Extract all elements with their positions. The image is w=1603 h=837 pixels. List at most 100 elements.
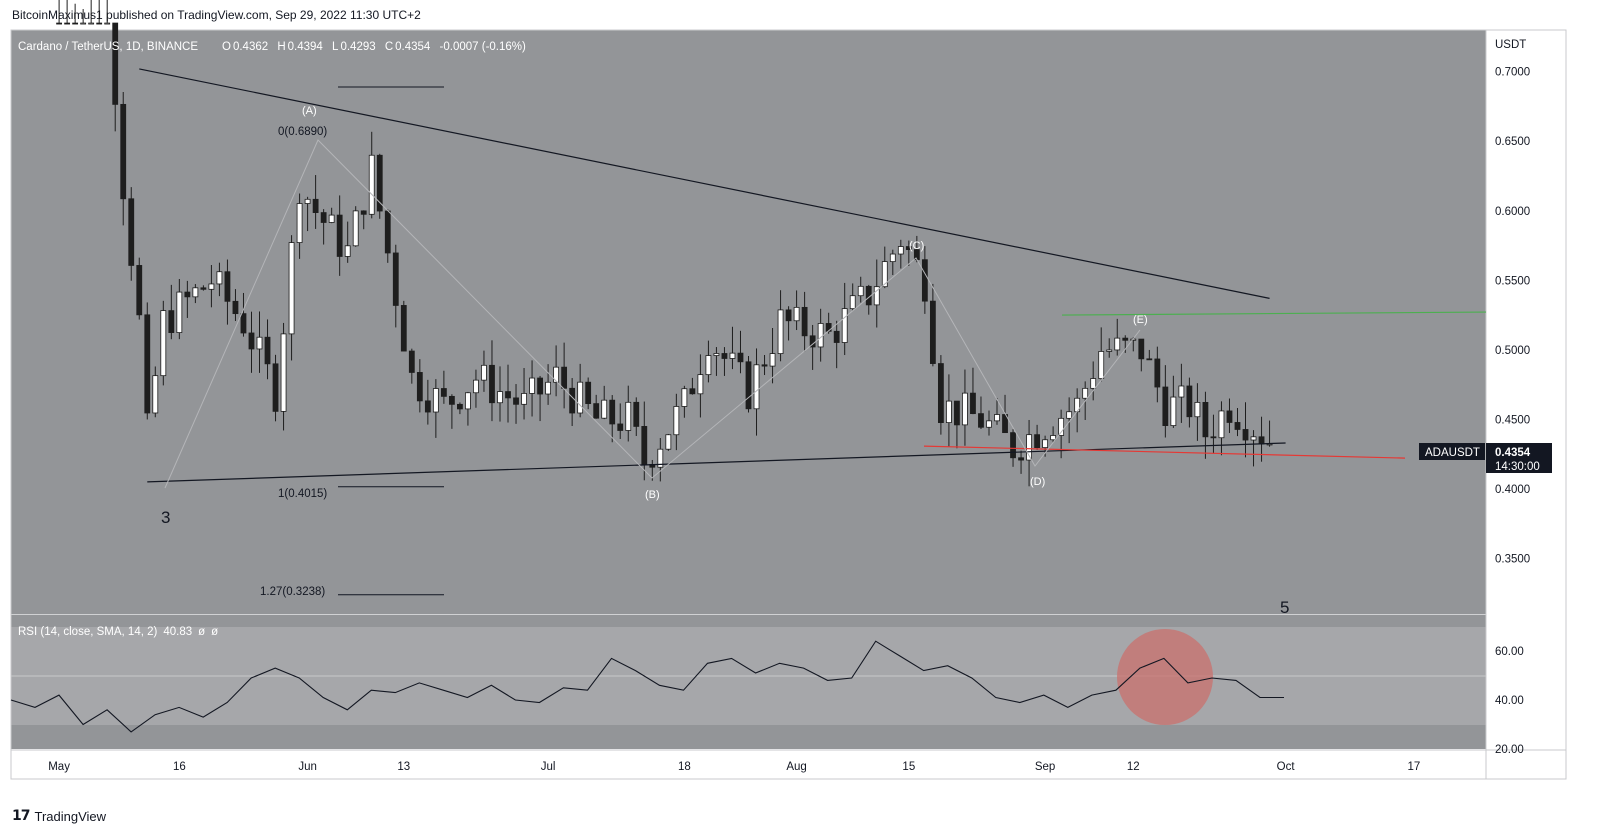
wave-label-c: (C) bbox=[909, 240, 924, 252]
candle-body bbox=[473, 379, 479, 394]
candle-body bbox=[689, 388, 696, 395]
wave-path bbox=[164, 139, 1141, 489]
price-tick-label: 0.4500 bbox=[1495, 414, 1530, 426]
price-axis-unit: USDT bbox=[1495, 39, 1526, 51]
candle-body bbox=[569, 387, 576, 414]
candle-body bbox=[360, 210, 367, 215]
time-axis-label: 13 bbox=[397, 761, 410, 773]
tradingview-logo-icon: 17 bbox=[12, 808, 31, 824]
price-pane[interactable] bbox=[11, 30, 1486, 614]
candle-body bbox=[192, 287, 199, 298]
candle-body bbox=[432, 388, 439, 413]
price-tick-label: 0.5000 bbox=[1495, 345, 1530, 357]
candle-body bbox=[457, 403, 463, 410]
candle-body bbox=[1242, 429, 1249, 441]
candle-body bbox=[793, 306, 800, 322]
candle-body bbox=[849, 295, 856, 310]
wave-label-d: (D) bbox=[1030, 476, 1045, 488]
candle-body bbox=[320, 212, 327, 223]
candle-body bbox=[1122, 337, 1129, 341]
candle-body bbox=[705, 355, 712, 376]
candle-body bbox=[537, 377, 543, 395]
candle-body bbox=[224, 271, 231, 302]
candle-body bbox=[593, 403, 600, 419]
candle-body bbox=[1114, 337, 1121, 351]
candle-body bbox=[681, 388, 688, 407]
candle-body bbox=[352, 210, 359, 247]
time-axis-label: Sep bbox=[1035, 761, 1055, 773]
triangle-upper-line bbox=[139, 68, 1270, 299]
time-axis-label: 18 bbox=[678, 761, 691, 773]
candle-body bbox=[673, 406, 680, 436]
candle-body bbox=[1106, 349, 1113, 352]
candle-body bbox=[825, 323, 832, 332]
candle-body bbox=[184, 291, 191, 298]
candle-body bbox=[1162, 386, 1169, 426]
candle-body bbox=[112, 22, 119, 105]
candle-body bbox=[384, 210, 391, 254]
candle-body bbox=[801, 306, 808, 337]
time-axis[interactable] bbox=[11, 750, 1486, 779]
candle-body bbox=[376, 154, 383, 212]
triangle-lower-line bbox=[147, 442, 1286, 483]
rsi-highlight-circle bbox=[1117, 629, 1213, 725]
candle-body bbox=[368, 154, 375, 215]
candle-body bbox=[601, 399, 608, 419]
candle-body bbox=[905, 246, 912, 250]
candle-body bbox=[176, 291, 183, 333]
candle-body bbox=[1050, 435, 1057, 441]
candle-body bbox=[56, 22, 62, 25]
time-axis-label: 15 bbox=[902, 761, 915, 773]
time-axis-label: Oct bbox=[1277, 761, 1296, 773]
candle-body bbox=[873, 286, 880, 306]
candle-body bbox=[440, 388, 447, 397]
candle-body bbox=[1010, 432, 1016, 459]
candle-body bbox=[240, 313, 247, 334]
candle-body bbox=[392, 252, 399, 306]
price-tick-label: 0.6000 bbox=[1495, 206, 1530, 218]
chart-svg[interactable]: Cardano / TetherUS, 1D, BINANCE O 0.4362 … bbox=[0, 0, 1603, 800]
candle-body bbox=[1066, 411, 1073, 419]
price-ticks: 0.7000 0.6500 0.6000 0.5500 0.5000 0.4500 0.40… bbox=[1495, 67, 1530, 566]
time-axis-label: 17 bbox=[1407, 761, 1420, 773]
candle-body bbox=[761, 364, 768, 367]
rsi-legend: RSI (14, close, SMA, 14, 2) 40.83 ø ø bbox=[18, 626, 218, 638]
candle-body bbox=[697, 374, 704, 395]
candle-body bbox=[1250, 436, 1257, 441]
candle-body bbox=[248, 332, 255, 350]
wave-label-e: (E) bbox=[1133, 314, 1148, 326]
candle-body bbox=[120, 103, 127, 200]
last-price-ticker: ADAUSDT bbox=[1425, 447, 1480, 459]
candle-body bbox=[625, 401, 632, 431]
candle-body bbox=[328, 214, 335, 223]
candle-body bbox=[521, 393, 527, 405]
candle-body bbox=[208, 283, 215, 290]
candle-body bbox=[921, 259, 928, 302]
time-axis-label: May bbox=[48, 761, 70, 773]
candle-body bbox=[833, 330, 840, 343]
last-price-value: 0.4354 bbox=[1495, 447, 1531, 459]
candle-body bbox=[1018, 457, 1024, 461]
time-axis-label: Aug bbox=[786, 761, 806, 773]
time-axis-label: Jul bbox=[541, 761, 556, 773]
candle-body bbox=[88, 22, 95, 25]
wave-label-3: 3 bbox=[161, 508, 170, 527]
candle-body bbox=[721, 353, 728, 359]
candle-body bbox=[1178, 385, 1185, 398]
candle-body bbox=[216, 271, 223, 285]
chart-frame bbox=[10, 29, 1567, 780]
price-axis[interactable] bbox=[1486, 30, 1566, 750]
candle-body bbox=[946, 400, 952, 424]
candle-body bbox=[1098, 351, 1105, 379]
candle-body bbox=[777, 309, 784, 354]
rsi-ticks: 60.00 40.00 20.00 bbox=[1495, 646, 1524, 756]
candle-body bbox=[1194, 401, 1201, 418]
footer[interactable]: 17 TradingView bbox=[12, 808, 106, 824]
rsi-tick-label: 60.00 bbox=[1495, 646, 1524, 658]
price-tick-label: 0.7000 bbox=[1495, 67, 1530, 79]
candle-body bbox=[585, 381, 592, 405]
candle-body bbox=[577, 381, 584, 414]
candle-body bbox=[489, 364, 495, 404]
candle-body bbox=[994, 414, 1000, 422]
time-axis-label: 16 bbox=[173, 761, 186, 773]
